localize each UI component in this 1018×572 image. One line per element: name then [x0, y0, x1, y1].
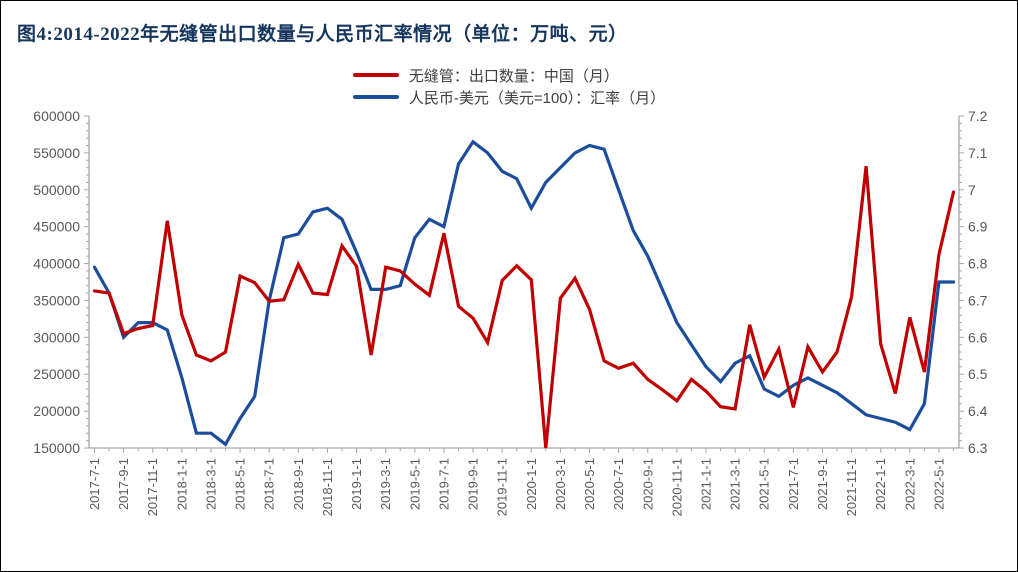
- svg-text:2018-11-1: 2018-11-1: [320, 458, 335, 516]
- svg-text:2019-11-1: 2019-11-1: [495, 458, 510, 516]
- svg-text:2019-9-1: 2019-9-1: [466, 458, 481, 510]
- svg-text:400000: 400000: [33, 256, 80, 272]
- svg-text:6.3: 6.3: [968, 440, 988, 456]
- legend-item-export-volume: 无缝管：出口数量：中国（月）: [352, 64, 665, 86]
- svg-text:2020-5-1: 2020-5-1: [582, 458, 597, 510]
- svg-text:2021-9-1: 2021-9-1: [815, 458, 830, 510]
- chart-title: 图4:2014-2022年无缝管出口数量与人民币汇率情况（单位：万吨、元）: [17, 24, 628, 45]
- axis-tick-labels: 150000 200000 250000 300000 350000 400000 4500…: [33, 108, 987, 516]
- svg-text:450000: 450000: [33, 219, 80, 235]
- svg-text:6.4: 6.4: [968, 403, 988, 419]
- export-volume-line: [92, 166, 956, 449]
- svg-text:6.6: 6.6: [968, 329, 988, 345]
- svg-text:2017-9-1: 2017-9-1: [116, 458, 131, 510]
- svg-text:2022-3-1: 2022-3-1: [902, 458, 917, 510]
- svg-text:2018-5-1: 2018-5-1: [233, 458, 248, 510]
- legend-label-export-volume: 无缝管：出口数量：中国（月）: [408, 67, 619, 85]
- svg-text:250000: 250000: [33, 366, 80, 382]
- legend-item-exchange-rate: 人民币-美元（美元=100）：汇率（月）: [352, 86, 666, 108]
- svg-text:550000: 550000: [33, 145, 80, 161]
- svg-text:2019-3-1: 2019-3-1: [378, 458, 393, 510]
- svg-text:2019-7-1: 2019-7-1: [436, 458, 451, 510]
- axis-ticks: [84, 115, 964, 453]
- svg-text:2017-11-1: 2017-11-1: [145, 458, 160, 516]
- svg-text:350000: 350000: [33, 292, 80, 308]
- svg-text:2021-7-1: 2021-7-1: [786, 458, 801, 510]
- svg-text:2018-1-1: 2018-1-1: [174, 458, 189, 510]
- legend-label-exchange-rate: 人民币-美元（美元=100）：汇率（月）: [408, 89, 666, 107]
- svg-text:2020-7-1: 2020-7-1: [611, 458, 626, 510]
- svg-text:2019-1-1: 2019-1-1: [349, 458, 364, 510]
- svg-text:2019-5-1: 2019-5-1: [407, 458, 422, 510]
- svg-text:7.1: 7.1: [968, 145, 988, 161]
- svg-text:2018-7-1: 2018-7-1: [262, 458, 277, 510]
- svg-text:6.8: 6.8: [968, 256, 988, 272]
- svg-text:2020-11-1: 2020-11-1: [669, 458, 684, 516]
- svg-text:2020-1-1: 2020-1-1: [524, 458, 539, 510]
- svg-text:2021-5-1: 2021-5-1: [757, 458, 772, 510]
- svg-text:2020-9-1: 2020-9-1: [640, 458, 655, 510]
- svg-text:7: 7: [968, 182, 976, 198]
- svg-text:500000: 500000: [33, 182, 80, 198]
- svg-text:2018-3-1: 2018-3-1: [203, 458, 218, 510]
- svg-text:2017-7-1: 2017-7-1: [87, 458, 102, 510]
- blue-line-swatch: [352, 95, 399, 99]
- svg-text:2021-3-1: 2021-3-1: [728, 458, 743, 510]
- axes: [88, 116, 960, 449]
- red-line-swatch: [352, 73, 399, 77]
- exchange-rate-line: [92, 139, 956, 447]
- svg-text:7.2: 7.2: [968, 108, 988, 124]
- svg-text:200000: 200000: [33, 403, 80, 419]
- svg-text:6.5: 6.5: [968, 366, 988, 382]
- svg-text:2020-3-1: 2020-3-1: [553, 458, 568, 510]
- svg-text:6.9: 6.9: [968, 219, 988, 235]
- svg-text:2021-11-1: 2021-11-1: [844, 458, 859, 516]
- svg-text:2021-1-1: 2021-1-1: [698, 458, 713, 510]
- svg-text:2018-9-1: 2018-9-1: [291, 458, 306, 510]
- svg-text:600000: 600000: [33, 108, 80, 124]
- svg-text:6.7: 6.7: [968, 292, 988, 308]
- chart-legend: 无缝管：出口数量：中国（月） 人民币-美元（美元=100）：汇率（月）: [1, 64, 1017, 108]
- svg-text:2022-5-1: 2022-5-1: [931, 458, 946, 510]
- svg-text:2022-1-1: 2022-1-1: [873, 458, 888, 510]
- svg-text:300000: 300000: [33, 329, 80, 345]
- svg-text:150000: 150000: [33, 440, 80, 456]
